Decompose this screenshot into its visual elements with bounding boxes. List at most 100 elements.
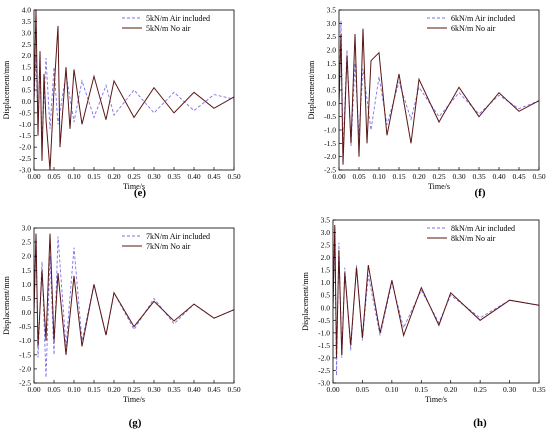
series-line-no-air	[339, 28, 539, 165]
y-tick-label: -0.5	[19, 108, 31, 117]
y-tick-label: 2.0	[22, 252, 32, 261]
y-tick-label: -2.0	[318, 353, 330, 362]
x-tick-label: 0.15	[87, 172, 100, 181]
y-tick-label: 0.5	[22, 294, 32, 303]
x-tick-label: 0.15	[392, 172, 405, 181]
y-tick-label: 1.0	[22, 280, 32, 289]
series-line-no-air	[34, 233, 234, 355]
y-tick-label: 3.5	[327, 6, 337, 15]
y-tick-label: 3.0	[22, 28, 32, 37]
series-line-air-included	[34, 236, 234, 378]
x-axis-label: Time/s	[123, 395, 145, 404]
chart-panel-3: 0.00 0.05 0.10 0.15 0.20 0.25 0.30 0.35 0.40 0.45…	[2, 224, 241, 430]
y-tick-label: 0.5	[327, 86, 337, 95]
y-tick-label: 2.0	[22, 51, 32, 60]
y-tick-label: -1.5	[324, 139, 336, 148]
y-tick-label: 2.0	[321, 253, 331, 262]
panel-label: (e)	[134, 187, 147, 199]
y-tick-label: 1.5	[327, 59, 337, 68]
y-tick-label: 0.0	[22, 97, 32, 106]
x-tick-label: 0.00	[332, 172, 345, 181]
y-tick-label: -2.0	[19, 143, 31, 152]
y-tick-label: 3.5	[22, 17, 32, 26]
y-tick-label: 0.5	[22, 86, 32, 95]
x-tick-label: 0.00	[27, 385, 40, 394]
x-tick-label: 0.25	[127, 385, 140, 394]
y-tick-label: -3.0	[19, 166, 31, 175]
x-tick-label: 0.20	[444, 385, 457, 394]
x-tick-label: 0.35	[167, 385, 180, 394]
y-tick-label: 0.0	[22, 308, 32, 317]
x-tick-label: 0.00	[326, 385, 339, 394]
legend-entry: 8kN/m No air	[451, 234, 496, 243]
y-tick-label: -0.5	[318, 316, 330, 325]
y-tick-label: 2.0	[327, 46, 337, 55]
x-tick-label: 0.20	[107, 385, 120, 394]
x-tick-label: 0.25	[432, 172, 445, 181]
y-tick-label: 3.0	[22, 224, 32, 233]
y-tick-label: 3.5	[321, 216, 331, 225]
y-tick-label: -2.5	[318, 366, 330, 375]
x-tick-label: 0.35	[167, 172, 180, 181]
y-tick-label: 1.5	[22, 266, 32, 275]
y-tick-label: 2.5	[321, 241, 331, 250]
series-line-no-air	[34, 10, 234, 170]
x-tick-label: 0.45	[207, 172, 220, 181]
y-tick-label: -2.5	[19, 379, 31, 388]
x-tick-label: 0.10	[372, 172, 385, 181]
legend-entry: 7kN/m No air	[146, 242, 191, 251]
x-tick-label: 0.15	[415, 385, 428, 394]
x-tick-label: 0.50	[227, 172, 240, 181]
x-tick-label: 0.20	[412, 172, 425, 181]
plot-frame	[332, 219, 540, 384]
chart-panel-2: 0.00 0.05 0.10 0.15 0.20 0.25 0.30 0.35 0.40 0.45…	[307, 6, 546, 200]
x-tick-label: 0.05	[47, 385, 60, 394]
y-tick-label: -1.0	[19, 336, 31, 345]
y-tick-label: 2.5	[22, 40, 32, 49]
y-tick-label: 3.0	[327, 19, 337, 28]
series-line-air-included	[34, 55, 234, 143]
x-axis-label: Time/s	[425, 395, 447, 404]
y-tick-label: 0.0	[327, 99, 337, 108]
y-tick-label: -1.5	[19, 350, 31, 359]
x-tick-label: 0.40	[187, 172, 200, 181]
panel-label: (h)	[473, 417, 487, 429]
x-tick-label: 0.05	[47, 172, 60, 181]
plot-frame	[338, 9, 540, 171]
y-tick-label: 1.0	[327, 72, 337, 81]
y-tick-label: 1.0	[321, 278, 331, 287]
y-axis-label: Displacement/mm	[307, 60, 316, 119]
x-tick-label: 0.35	[532, 385, 545, 394]
x-tick-label: 0.20	[107, 172, 120, 181]
series-line-air-included	[333, 227, 539, 376]
x-tick-label: 0.25	[127, 172, 140, 181]
y-tick-label: -3.0	[318, 379, 330, 388]
x-tick-label: 0.10	[67, 385, 80, 394]
legend-entry: 7kN/m Air included	[146, 232, 210, 241]
x-tick-label: 0.10	[385, 385, 398, 394]
x-tick-label: 0.30	[147, 385, 160, 394]
y-tick-label: -2.0	[324, 152, 336, 161]
legend-entry: 6kN/m Air included	[451, 14, 515, 23]
y-tick-label: 0.5	[321, 291, 331, 300]
x-tick-label: 0.35	[472, 172, 485, 181]
x-tick-label: 0.50	[532, 172, 545, 181]
x-tick-label: 0.00	[27, 172, 40, 181]
series-line-air-included	[339, 20, 539, 152]
x-tick-label: 0.30	[147, 172, 160, 181]
chart-panel-4: 0.00 0.05 0.10 0.15 0.20 0.25 0.30 0.35 -3.0 -2.5…	[301, 216, 546, 430]
y-tick-label: -1.5	[318, 341, 330, 350]
y-tick-label: -2.5	[19, 154, 31, 163]
y-tick-label: 1.5	[22, 63, 32, 72]
y-tick-label: -1.0	[324, 126, 336, 135]
x-tick-label: 0.50	[227, 385, 240, 394]
x-axis-label: Time/s	[428, 182, 450, 191]
legend-entry: 5kN/m Air included	[146, 14, 210, 23]
chart-panel-1: 0.00 0.05 0.10 0.15 0.20 0.25 0.30 0.35 0.40 0.45…	[2, 6, 241, 200]
y-axis-label: Displacement/mm	[2, 275, 11, 334]
y-tick-label: 0.0	[321, 303, 331, 312]
panel-label: (f)	[475, 187, 486, 199]
